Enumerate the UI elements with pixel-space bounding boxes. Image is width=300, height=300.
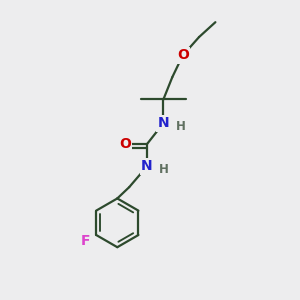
Text: H: H — [159, 163, 169, 176]
Text: N: N — [158, 116, 169, 130]
Text: N: N — [141, 159, 153, 173]
Text: H: H — [176, 120, 186, 133]
Text: F: F — [81, 234, 91, 248]
Text: O: O — [119, 137, 131, 151]
Text: O: O — [177, 49, 189, 62]
